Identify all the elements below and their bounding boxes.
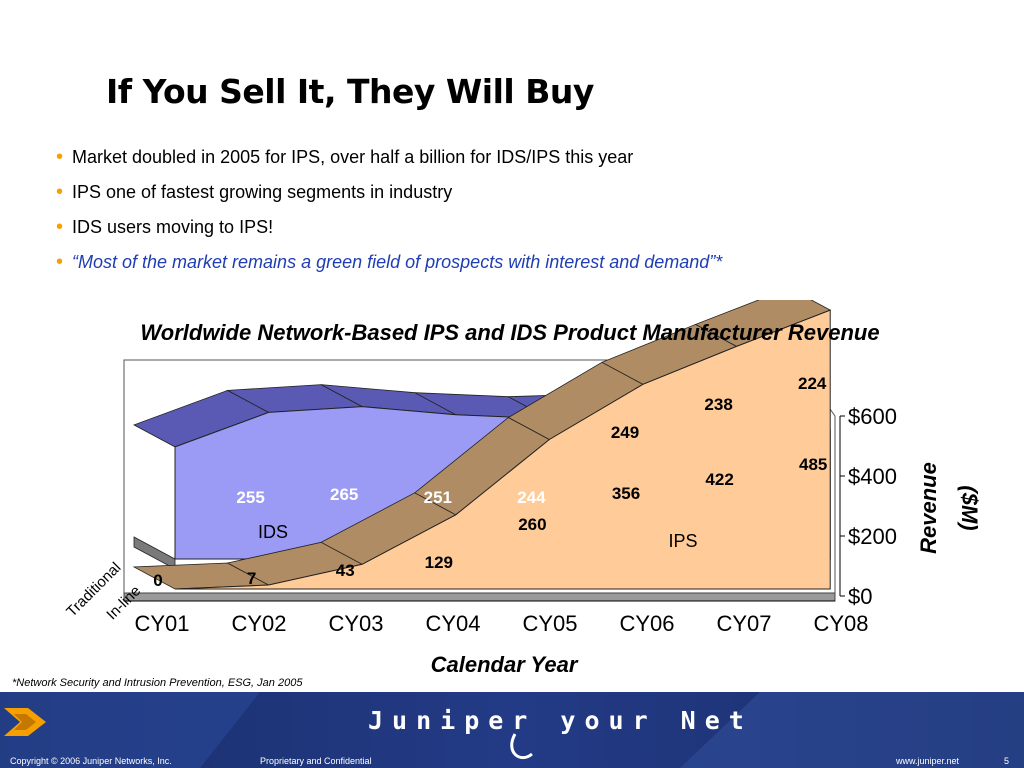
footer-confidential: Proprietary and Confidential bbox=[260, 756, 372, 766]
category-axis-tick-label: CY05 bbox=[522, 611, 577, 636]
footer-page-number: 5 bbox=[1004, 756, 1010, 766]
data-label-ips: 7 bbox=[247, 569, 256, 588]
footer-band bbox=[0, 692, 1024, 768]
bullet-item: • Market doubled in 2005 for IPS, over ha… bbox=[56, 144, 722, 179]
bullet-dot-icon: • bbox=[56, 251, 64, 273]
juniper-arrow-logo-icon bbox=[4, 708, 46, 736]
data-label-ids: 251 bbox=[424, 488, 452, 507]
footer-copyright: Copyright © 2006 Juniper Networks, Inc. bbox=[10, 756, 172, 766]
category-axis-tick-label: CY06 bbox=[619, 611, 674, 636]
footnote: *Network Security and Intrusion Preventi… bbox=[12, 677, 303, 689]
data-label-ids: 224 bbox=[798, 374, 827, 393]
chart-title: Worldwide Network-Based IPS and IDS Prod… bbox=[140, 320, 879, 345]
category-axis-tick-label: CY04 bbox=[425, 611, 480, 636]
y-axis-title: Revenue bbox=[916, 462, 941, 554]
data-label-ids: 238 bbox=[704, 395, 732, 414]
bullet-text: IDS users moving to IPS! bbox=[72, 217, 274, 237]
bullet-text: IPS one of fastest growing segments in i… bbox=[72, 182, 453, 202]
data-label-ids: 195 bbox=[143, 503, 171, 522]
x-axis-title: Calendar Year bbox=[431, 652, 579, 677]
data-label-ids: 255 bbox=[236, 488, 264, 507]
data-label-ips: 129 bbox=[425, 553, 453, 572]
bullet-text: “Most of the market remains a green fiel… bbox=[72, 252, 723, 272]
plot-floor bbox=[123, 592, 836, 602]
data-label-ids: 244 bbox=[517, 488, 546, 507]
data-label-ips: 0 bbox=[153, 571, 162, 590]
bullet-item-quote: • “Most of the market remains a green fie… bbox=[56, 249, 722, 284]
series-label-ids: IDS bbox=[258, 522, 288, 542]
value-axis-tick-label: $200 bbox=[848, 524, 897, 549]
data-label-ips: 260 bbox=[518, 515, 546, 534]
value-axis-tick-label: $400 bbox=[848, 464, 897, 489]
value-axis-tick-label: $600 bbox=[848, 404, 897, 429]
bullet-dot-icon: • bbox=[56, 181, 64, 203]
data-label-ips: 43 bbox=[336, 561, 355, 580]
bullet-item: • IPS one of fastest growing segments in … bbox=[56, 179, 722, 214]
category-axis-tick-label: CY08 bbox=[813, 611, 868, 636]
bullet-dot-icon: • bbox=[56, 146, 64, 168]
slide-title: If You Sell It, They Will Buy bbox=[106, 72, 594, 111]
bullet-item: • IDS users moving to IPS! bbox=[56, 214, 722, 249]
category-axis-tick-label: CY07 bbox=[716, 611, 771, 636]
category-axis-tick-label: CY03 bbox=[328, 611, 383, 636]
data-label-ids: 265 bbox=[330, 485, 358, 504]
bullet-dot-icon: • bbox=[56, 216, 64, 238]
bullet-list: • Market doubled in 2005 for IPS, over ha… bbox=[56, 144, 722, 284]
series-label-ips: IPS bbox=[668, 531, 697, 551]
data-label-ips: 422 bbox=[705, 470, 733, 489]
data-label-ips: 485 bbox=[799, 455, 827, 474]
revenue-chart: IDS IPS 195 255 265 251 244 249 238 224 0 7 43 129 260… bbox=[63, 300, 982, 677]
footer-url: www.juniper.net bbox=[896, 756, 960, 766]
data-label-ips: 356 bbox=[612, 484, 640, 503]
juniper-brand-wordmark: Juniper your Net bbox=[368, 706, 753, 735]
category-axis-tick-label: CY02 bbox=[231, 611, 286, 636]
data-label-ids: 249 bbox=[611, 423, 639, 442]
category-axis-tick-label: CY01 bbox=[134, 611, 189, 636]
series-area-ips bbox=[174, 309, 831, 590]
y-axis-title-unit: ($M) bbox=[957, 485, 982, 530]
value-axis-tick-label: $0 bbox=[848, 584, 872, 609]
bullet-text: Market doubled in 2005 for IPS, over hal… bbox=[72, 147, 634, 167]
